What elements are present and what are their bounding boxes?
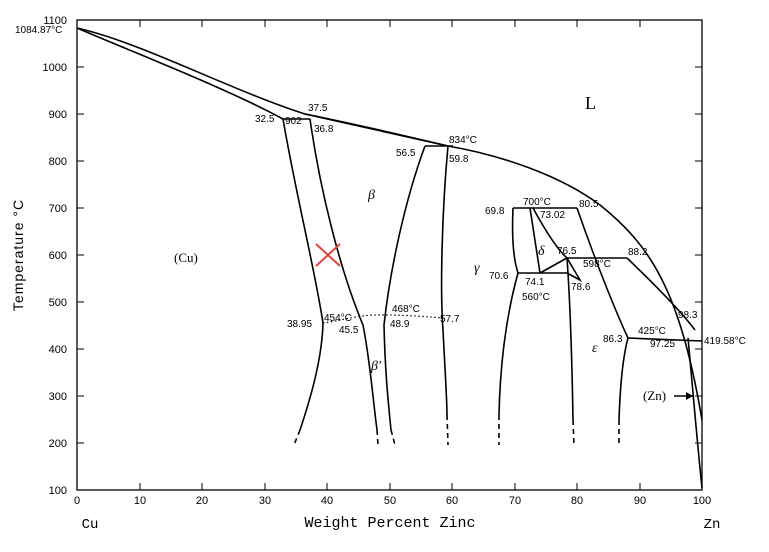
x-tick-label: 50 [384, 495, 396, 507]
cu-solvus-dashed [293, 429, 301, 446]
annotation: 36.8 [314, 124, 334, 135]
annotation: 74.1 [525, 277, 545, 288]
annotation-zn-melt: 419.58°C [704, 336, 746, 347]
y-tick-label: 500 [49, 297, 67, 309]
epsilon-right-boundary [576, 207, 629, 421]
phase-label-delta: δ [538, 244, 545, 259]
annotation: 700°C [523, 197, 551, 208]
annotation: 86.3 [603, 334, 623, 345]
y-tick-label: 200 [49, 438, 67, 450]
x-tick-label: 10 [134, 495, 146, 507]
y-tick-label: 100 [49, 485, 67, 497]
annotation: 78.6 [571, 282, 591, 293]
annotation: 32.5 [255, 114, 275, 125]
phase-label-cu: (Cu) [174, 250, 198, 265]
x-tick-label: 60 [446, 495, 458, 507]
annotation: 57.7 [440, 314, 460, 325]
x-tick-labels: 0 10 20 30 40 50 60 70 80 90 100 [74, 495, 711, 507]
y-ticks [77, 66, 702, 444]
annotation: 88.2 [628, 247, 648, 258]
y-tick-labels: 100 200 300 400 500 600 700 800 900 1000… [43, 15, 67, 497]
y-tick-label: 700 [49, 203, 67, 215]
cu-solidus-line [76, 27, 284, 120]
annotation: 98.3 [678, 310, 698, 321]
x-start-label: Cu [82, 517, 99, 533]
phase-boundaries [76, 27, 703, 489]
x-tick-label: 90 [634, 495, 646, 507]
liquidus-line [76, 27, 703, 421]
x-axis-label: Weight Percent Zinc [304, 515, 475, 532]
annotation: 59.8 [449, 154, 469, 165]
delta-left [529, 207, 541, 274]
annotation: 69.8 [485, 206, 505, 217]
cu-solvus-line [282, 118, 324, 431]
beta-left-dashed [376, 429, 379, 446]
annotation: 56.5 [396, 148, 416, 159]
x-tick-label: 0 [74, 495, 80, 507]
beta-left-boundary [309, 118, 378, 431]
gamma-left-boundary [440, 145, 449, 416]
y-tick-label: 800 [49, 156, 67, 168]
x-ticks [139, 20, 641, 490]
annotation: 38.95 [287, 319, 312, 330]
x-tick-label: 20 [196, 495, 208, 507]
x-tick-label: 80 [571, 495, 583, 507]
annotation: 454°C [324, 313, 352, 324]
annotation: 37.5 [308, 103, 328, 114]
annotation: 468°C [392, 304, 420, 315]
x-tick-label: 70 [509, 495, 521, 507]
annotation: 97.25 [650, 339, 675, 350]
y-tick-label: 300 [49, 391, 67, 403]
y-tick-label: 1000 [43, 62, 67, 74]
annotation: 425°C [638, 326, 666, 337]
beta-right-dashed [390, 429, 396, 446]
phase-label-beta-prime: β' [370, 359, 382, 374]
delta-eutectoid-v [539, 257, 568, 274]
y-tick-label: 900 [49, 109, 67, 121]
x-tick-label: 30 [259, 495, 271, 507]
annotation: 70.6 [489, 271, 509, 282]
annotation: 48.9 [390, 319, 410, 330]
annotation: 598°C [583, 259, 611, 270]
beta-right-boundary [383, 145, 426, 431]
annotation-cu-melt: 1084.87°C [15, 25, 62, 36]
gamma-right-boundary [498, 207, 519, 416]
phase-label-zn: (Zn) [643, 388, 666, 403]
phase-label-gamma: γ [474, 261, 480, 276]
gamma-left-dashed [446, 414, 449, 446]
epsilon-wedge [566, 257, 583, 283]
y-tick-label: 400 [49, 344, 67, 356]
order-disorder-line [322, 314, 444, 324]
beta-solidus-line [304, 113, 449, 147]
peritectic-425 [627, 337, 703, 342]
zn-arrow-head [686, 392, 693, 400]
annotation: 80.5 [579, 199, 599, 210]
x-marker [315, 243, 341, 267]
y-tick-label: 600 [49, 250, 67, 262]
x-end-label: Zn [704, 517, 721, 533]
annotation: 834°C [449, 135, 477, 146]
annotation: 560°C [522, 292, 550, 303]
epsilon-left-dashed [572, 419, 575, 446]
annotation: 902 [285, 116, 302, 127]
zn-solidus-line [626, 257, 696, 331]
y-axis-label: Temperature °C [10, 199, 26, 311]
annotation: 76.5 [557, 246, 577, 257]
annotation: 73.02 [540, 210, 565, 221]
phase-label-beta: β [367, 188, 375, 203]
phase-label-epsilon: ε [592, 341, 598, 356]
x-tick-label: 100 [693, 495, 711, 507]
delta-right [532, 207, 568, 259]
phase-label-liquid: L [585, 93, 596, 113]
zn-solvus-line [687, 337, 703, 489]
x-tick-label: 40 [321, 495, 333, 507]
y-tick-label: 1100 [43, 15, 67, 27]
annotation: 45.5 [339, 325, 359, 336]
